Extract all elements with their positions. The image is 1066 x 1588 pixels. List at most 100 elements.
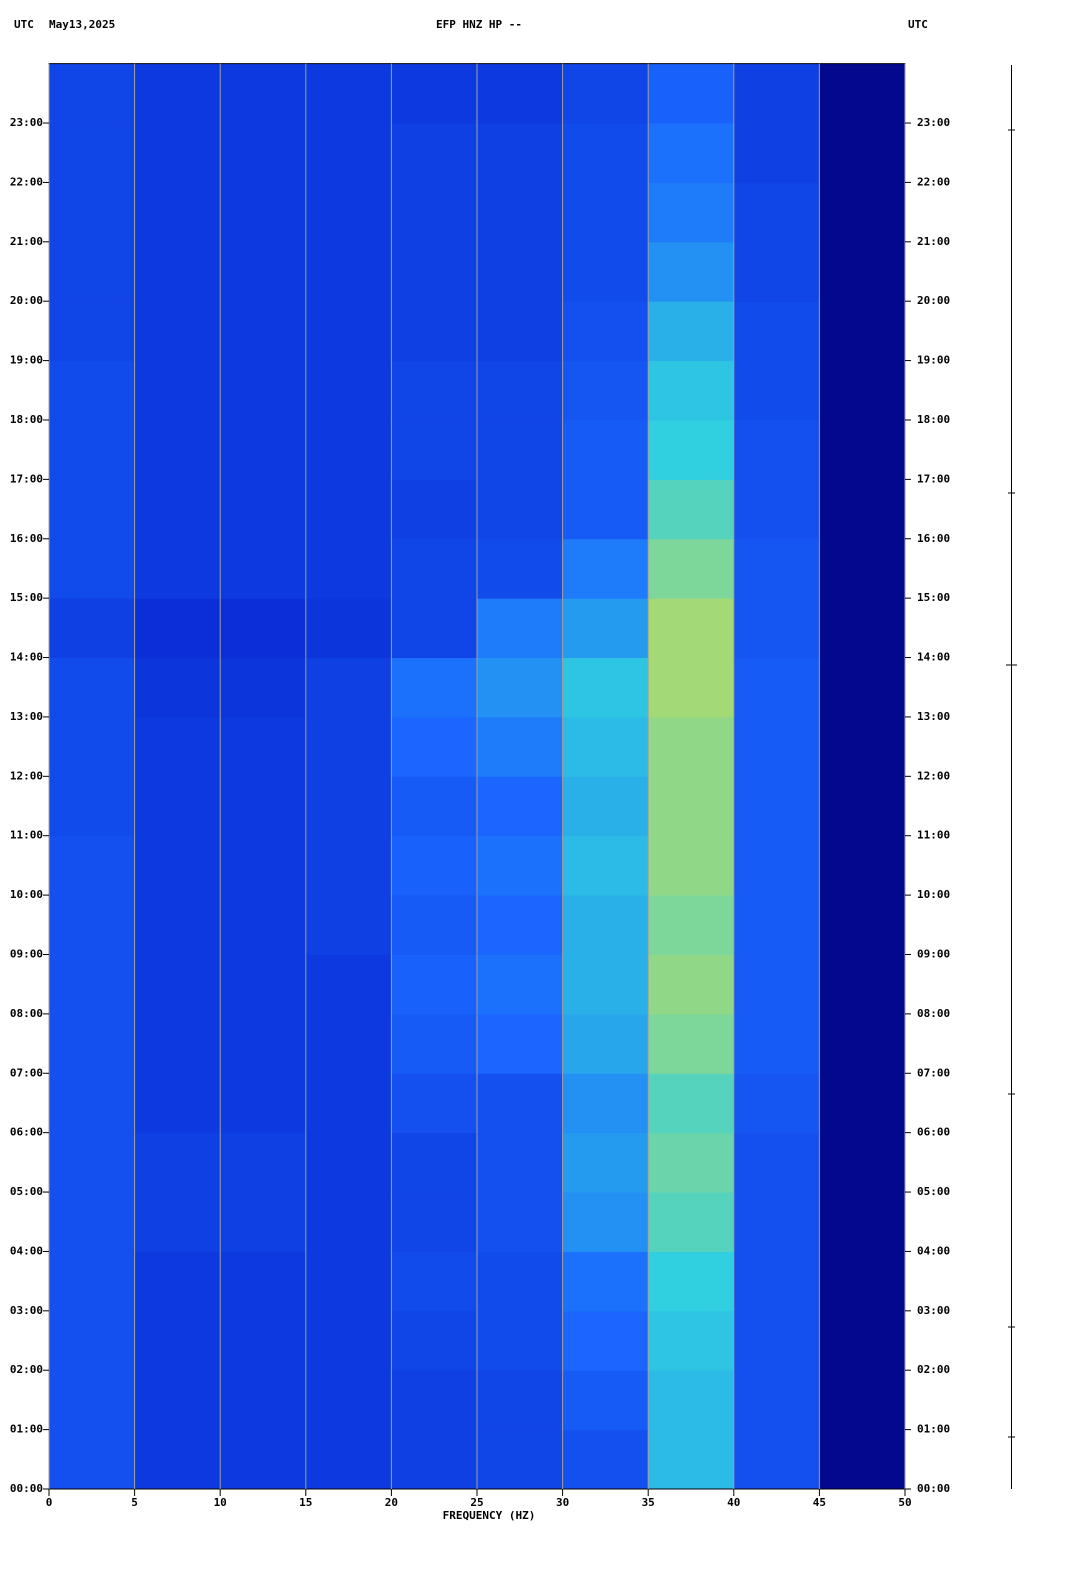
heatmap-cell (562, 1192, 649, 1252)
heatmap-cell (220, 1429, 307, 1490)
heatmap-cell (477, 895, 564, 955)
heatmap-cell (819, 954, 906, 1015)
y-tick-label: 15:00 (10, 591, 43, 604)
heatmap-cell (220, 1132, 307, 1193)
y-tick-label-right: 15:00 (917, 591, 950, 604)
heatmap-cell (49, 538, 136, 599)
heatmap-cell (733, 1132, 820, 1193)
heatmap-cell (648, 538, 735, 599)
y-tick-label-right: 23:00 (917, 116, 950, 129)
heatmap-cell (49, 776, 136, 837)
x-tick-label: 20 (385, 1496, 398, 1509)
heatmap-cell (733, 241, 820, 302)
heatmap-cell (220, 1310, 307, 1371)
heatmap-cell (305, 301, 392, 362)
heatmap-cell (134, 835, 221, 896)
heatmap-cell (477, 538, 564, 599)
heatmap-cell (49, 954, 136, 1015)
heatmap-cell (134, 657, 221, 718)
heatmap-cell (391, 63, 478, 124)
heatmap-cell (305, 1429, 392, 1490)
heatmap-cell (49, 657, 136, 718)
heatmap-cell (648, 1013, 735, 1074)
heatmap-cell (391, 1073, 478, 1134)
heatmap-cell (477, 835, 564, 896)
heatmap-cell (477, 182, 564, 243)
heatmap-cell (220, 598, 307, 659)
heatmap-cell (49, 1132, 136, 1193)
heatmap-cell (49, 301, 136, 362)
heatmap-cell (49, 182, 136, 243)
heatmap-cell (305, 776, 392, 837)
heatmap-cell (819, 123, 906, 183)
heatmap-cell (477, 1370, 564, 1431)
heatmap-cell (562, 538, 649, 599)
timezone-left: UTC (14, 18, 34, 31)
heatmap-cell (220, 360, 307, 421)
heatmap-cell (305, 657, 392, 718)
heatmap-cell (134, 63, 221, 124)
heatmap-cell (220, 1370, 307, 1431)
heatmap-cell (648, 598, 735, 659)
y-tick-label-right: 07:00 (917, 1066, 950, 1079)
heatmap-cell (305, 716, 392, 777)
heatmap-cell (477, 776, 564, 837)
heatmap-cell (391, 241, 478, 302)
heatmap-cell (562, 1251, 649, 1312)
heatmap-cell (305, 1013, 392, 1074)
y-tick-label-right: 21:00 (917, 235, 950, 248)
heatmap-cell (648, 479, 735, 540)
heatmap-cell (733, 63, 820, 124)
heatmap-cell (49, 895, 136, 955)
y-tick-label-right: 05:00 (917, 1185, 950, 1198)
heatmap-cell (477, 1132, 564, 1193)
x-tick-label: 0 (46, 1496, 53, 1509)
heatmap-cell (733, 1192, 820, 1252)
heatmap-cell (220, 63, 307, 124)
heatmap-cell (733, 1073, 820, 1134)
heatmap-cell (49, 123, 136, 183)
y-tick-label: 09:00 (10, 947, 43, 960)
y-tick-label: 05:00 (10, 1185, 43, 1198)
y-tick-label: 23:00 (10, 116, 43, 129)
heatmap-cell (134, 301, 221, 362)
heatmap-cell (49, 598, 136, 659)
heatmap-cell (305, 1370, 392, 1431)
heatmap-cell (391, 1370, 478, 1431)
heatmap-cell (733, 1013, 820, 1074)
trace-panel (1006, 65, 1017, 1489)
y-tick-label: 20:00 (10, 294, 43, 307)
heatmap-cell (134, 479, 221, 540)
heatmap-cell (819, 1310, 906, 1371)
y-tick-label-right: 16:00 (917, 532, 950, 545)
heatmap-cell (648, 1310, 735, 1371)
heatmap-cell (648, 1370, 735, 1431)
heatmap-cell (49, 479, 136, 540)
heatmap-cell (648, 716, 735, 777)
heatmap-cell (134, 419, 221, 480)
heatmap-cell (134, 1370, 221, 1431)
heatmap-cell (391, 123, 478, 183)
heatmap-cell (391, 1192, 478, 1252)
heatmap-cell (391, 776, 478, 837)
heatmap-cell (220, 1013, 307, 1074)
heatmap-cell (733, 1251, 820, 1312)
heatmap-cell (819, 835, 906, 896)
heatmap-cell (819, 301, 906, 362)
heatmap-cell (562, 835, 649, 896)
heatmap-cell (648, 954, 735, 1015)
heatmap-cell (220, 419, 307, 480)
x-tick-label: 5 (131, 1496, 138, 1509)
heatmap-cell (648, 1132, 735, 1193)
y-tick-label-right: 09:00 (917, 947, 950, 960)
y-tick-label-right: 12:00 (917, 769, 950, 782)
y-tick-label-right: 04:00 (917, 1244, 950, 1257)
y-tick-label: 22:00 (10, 175, 43, 188)
heatmap-cell (477, 1429, 564, 1490)
heatmap-cell (562, 598, 649, 659)
heatmap (49, 63, 906, 1490)
y-tick-label: 10:00 (10, 888, 43, 901)
heatmap-cell (477, 657, 564, 718)
y-tick-label-right: 02:00 (917, 1363, 950, 1376)
